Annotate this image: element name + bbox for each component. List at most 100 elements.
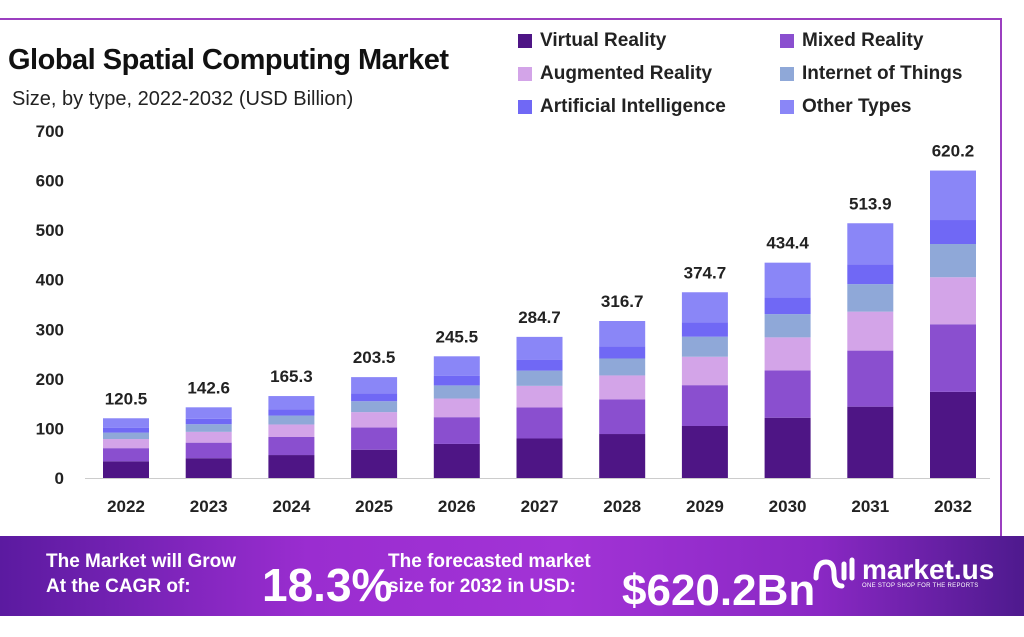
bar-segment-other-types [930,170,976,221]
bar-segment-internet-of-things [351,401,398,413]
bar-segment-augmented-reality [847,311,894,351]
chart-frame [0,18,1002,538]
bar-segment-internet-of-things [185,424,232,432]
x-tick-label: 2023 [190,497,228,516]
bar-segment-artificial-intelligence [847,264,894,285]
legend: Virtual Reality Mixed Reality Augmented … [518,30,988,118]
bar-segment-mixed-reality [847,350,894,407]
bar-segment-virtual-reality [351,449,398,478]
bar-segment-other-types [516,336,563,360]
bar-segment-augmented-reality [103,439,149,449]
bar-segment-other-types [847,223,894,265]
bar-segment-other-types [268,396,315,410]
cagr-label: The Market will Grow At the CAGR of: [46,549,236,599]
bar-total-label: 316.7 [601,292,644,311]
bar-segment-internet-of-things [847,284,894,312]
legend-item-augmented-reality: Augmented Reality [518,63,780,85]
bar-segment-mixed-reality [930,324,976,392]
bar-segment-internet-of-things [930,244,976,278]
legend-item-artificial-intelligence: Artificial Intelligence [518,96,780,118]
x-tick-label: 2025 [355,497,393,516]
bar-total-label: 374.7 [684,263,727,282]
bar-segment-artificial-intelligence [930,220,976,245]
x-tick-label: 2028 [603,497,641,516]
bar-total-label: 120.5 [105,389,148,408]
forecast-label-line1: The forecasted market [388,551,591,572]
bar-segment-artificial-intelligence [103,427,149,433]
bar-segment-internet-of-things [599,358,646,376]
bar-segment-augmented-reality [516,385,563,408]
bar-segment-artificial-intelligence [599,346,646,359]
legend-item-virtual-reality: Virtual Reality [518,30,780,52]
bar-segment-virtual-reality [103,461,149,478]
chart-subtitle: Size, by type, 2022-2032 (USD Billion) [12,88,354,110]
logo-name: market.us [862,554,995,585]
bar-total-label: 284.7 [518,308,561,327]
bar-segment-augmented-reality [433,398,480,418]
legend-swatch [780,100,794,114]
bar-segment-artificial-intelligence [268,409,315,416]
bar-segment-internet-of-things [433,385,480,399]
bar-segment-artificial-intelligence [433,375,480,386]
legend-label: Internet of Things [802,63,963,84]
bar-segment-other-types [351,377,398,394]
x-tick-label: 2029 [686,497,724,516]
bar-segment-mixed-reality [764,370,811,418]
bar-segment-augmented-reality [599,375,646,400]
y-tick-label: 600 [36,172,64,191]
bar-segment-mixed-reality [516,407,563,439]
forecast-value: $620.2Bn [622,566,816,615]
bar-segment-augmented-reality [764,337,811,371]
bar-segment-other-types [185,407,232,419]
forecast-label-line2: size for 2032 in USD: [388,576,576,597]
cagr-label-line1: The Market will Grow [46,551,237,572]
cagr-label-line2: At the CAGR of: [46,576,191,597]
bar-segment-artificial-intelligence [681,322,728,337]
legend-swatch [518,34,532,48]
x-tick-label: 2027 [521,497,559,516]
logo-tagline: ONE STOP SHOP FOR THE REPORTS [862,583,979,589]
y-tick-label: 300 [36,320,64,339]
y-tick-label: 200 [36,370,64,389]
bar-segment-other-types [599,321,646,347]
bar-segment-virtual-reality [847,406,894,478]
legend-label: Virtual Reality [540,30,667,51]
chart-title: Global Spatial Computing Market [8,44,449,76]
bar-segment-augmented-reality [930,277,976,325]
forecast-label: The forecasted market size for 2032 in US… [388,549,591,599]
bar-segment-internet-of-things [516,370,563,386]
legend-item-mixed-reality: Mixed Reality [780,30,990,52]
legend-label: Other Types [802,96,912,117]
legend-swatch [780,67,794,81]
y-tick-label: 700 [36,122,64,141]
bar-total-label: 165.3 [270,367,313,386]
bar-segment-virtual-reality [268,455,315,478]
bar-segment-virtual-reality [185,458,232,478]
x-tick-label: 2031 [851,497,889,516]
bar-segment-virtual-reality [930,391,976,478]
legend-item-internet-of-things: Internet of Things [780,63,990,85]
bar-segment-mixed-reality [351,427,398,450]
bar-segment-mixed-reality [433,417,480,444]
bar-chart: 0 100 200 300 400 500 600 700 120.5 2022 142.6 2023… [36,122,990,516]
bar-segment-augmented-reality [351,412,398,428]
bar-segment-virtual-reality [516,438,563,478]
legend-swatch [780,34,794,48]
bar-segment-mixed-reality [599,399,646,435]
bar-segment-other-types [764,262,811,298]
bar-segment-other-types [103,418,149,428]
legend-swatch [518,100,532,114]
bar-total-label: 142.6 [187,378,230,397]
bar-segment-internet-of-things [764,314,811,338]
legend-item-other-types: Other Types [780,96,990,118]
bar-segment-virtual-reality [681,425,728,478]
legend-label: Mixed Reality [802,30,924,51]
bar-segment-internet-of-things [268,415,315,425]
market-us-logo: market.us ONE STOP SHOP FOR THE REPORTS [812,556,994,590]
legend-swatch [518,67,532,81]
bar-segment-virtual-reality [764,417,811,478]
x-tick-label: 2024 [272,497,310,516]
legend-label: Artificial Intelligence [540,96,726,117]
bar-segment-internet-of-things [103,432,149,440]
bar-segment-augmented-reality [185,431,232,443]
